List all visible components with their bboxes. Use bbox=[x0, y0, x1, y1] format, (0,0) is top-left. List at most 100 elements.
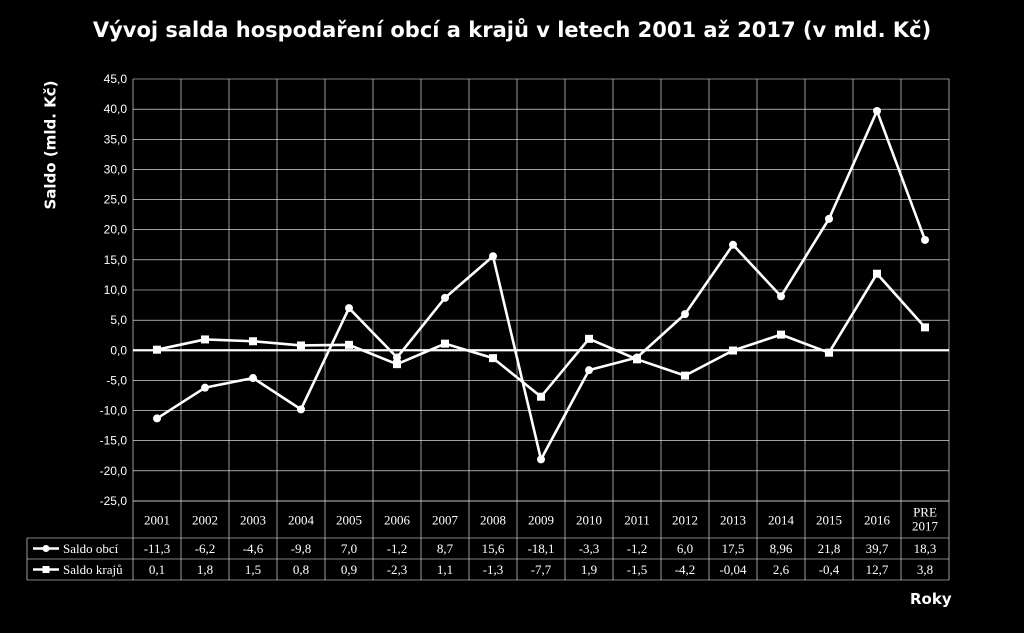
data-label-obce: 7,0 bbox=[341, 541, 357, 556]
data-label-obce: 6,0 bbox=[677, 541, 693, 556]
point-obce bbox=[729, 240, 737, 249]
legend-label-kraje: Saldo krajů bbox=[63, 562, 123, 577]
data-label-kraje: -0,04 bbox=[719, 562, 747, 577]
y-tick-label: -10,0 bbox=[100, 404, 128, 418]
y-tick-label: 20,0 bbox=[104, 223, 128, 237]
data-label-obce: 17,5 bbox=[722, 541, 745, 556]
point-kraje bbox=[297, 341, 305, 350]
point-kraje bbox=[633, 355, 641, 364]
point-kraje bbox=[825, 348, 833, 357]
data-label-kraje: -7,7 bbox=[531, 562, 552, 577]
point-kraje bbox=[489, 354, 497, 363]
point-kraje bbox=[873, 269, 881, 278]
y-tick-label: 0,0 bbox=[110, 343, 127, 357]
data-label-obce: -3,3 bbox=[579, 541, 600, 556]
x-tick-label: 2009 bbox=[528, 513, 554, 528]
x-tick-label: 2005 bbox=[336, 513, 362, 528]
data-label-obce: 21,8 bbox=[818, 541, 841, 556]
data-label-obce: -6,2 bbox=[195, 541, 216, 556]
x-tick-label: 2015 bbox=[816, 513, 842, 528]
point-kraje bbox=[153, 345, 161, 354]
point-obce bbox=[441, 293, 449, 302]
point-kraje bbox=[249, 337, 257, 346]
data-label-obce: 8,96 bbox=[770, 541, 793, 556]
data-label-kraje: -0,4 bbox=[819, 562, 840, 577]
x-tick-label: 2006 bbox=[384, 513, 411, 528]
point-obce bbox=[249, 374, 257, 383]
point-obce bbox=[297, 405, 305, 414]
data-label-kraje: 0,9 bbox=[341, 562, 357, 577]
point-kraje bbox=[201, 335, 209, 344]
point-obce bbox=[489, 252, 497, 261]
legend-label-obce: Saldo obcí bbox=[63, 541, 119, 556]
x-tick-label: 2016 bbox=[864, 513, 891, 528]
x-tick-label: 2003 bbox=[240, 513, 266, 528]
y-tick-label: -15,0 bbox=[100, 434, 128, 448]
y-tick-label: 10,0 bbox=[104, 283, 128, 297]
y-tick-label: 5,0 bbox=[110, 313, 127, 327]
data-label-kraje: 2,6 bbox=[773, 562, 790, 577]
series-line-obce bbox=[156, 109, 927, 461]
point-obce bbox=[345, 304, 353, 313]
data-label-kraje: 0,1 bbox=[149, 562, 165, 577]
data-label-obce: 15,6 bbox=[482, 541, 505, 556]
data-label-kraje: -1,3 bbox=[483, 562, 504, 577]
data-label-obce: -1,2 bbox=[387, 541, 408, 556]
x-tick-label: PRE 2017 bbox=[912, 505, 939, 534]
point-obce bbox=[201, 383, 209, 392]
y-tick-label: 40,0 bbox=[104, 102, 128, 116]
data-label-kraje: 12,7 bbox=[866, 562, 889, 577]
chart-title: Vývoj salda hospodaření obcí a krajů v l… bbox=[92, 18, 932, 42]
x-tick-label: 2010 bbox=[576, 513, 602, 528]
data-label-kraje: -4,2 bbox=[675, 562, 696, 577]
x-tick-label: 2014 bbox=[768, 513, 795, 528]
x-tick-label: 2008 bbox=[480, 513, 506, 528]
data-label-kraje: 0,8 bbox=[293, 562, 309, 577]
x-tick-label: 2007 bbox=[432, 513, 459, 528]
data-label-obce: -9,8 bbox=[291, 541, 312, 556]
legend-marker-kraje bbox=[42, 566, 50, 573]
x-tick-label: 2013 bbox=[720, 513, 746, 528]
y-tick-label: 35,0 bbox=[104, 132, 128, 146]
series-line-kraje bbox=[156, 272, 926, 399]
x-tick-label: 2004 bbox=[288, 513, 315, 528]
data-label-obce: -11,3 bbox=[144, 541, 171, 556]
data-label-obce: -1,2 bbox=[627, 541, 648, 556]
point-obce bbox=[681, 310, 689, 319]
point-obce bbox=[921, 235, 929, 244]
y-tick-label: 45,0 bbox=[104, 72, 128, 86]
y-tick-label: 15,0 bbox=[104, 253, 128, 267]
point-obce bbox=[537, 455, 545, 464]
data-label-kraje: 3,8 bbox=[917, 562, 933, 577]
y-tick-label: -20,0 bbox=[100, 464, 128, 478]
y-tick-label: 25,0 bbox=[104, 193, 128, 207]
legend-marker-obce bbox=[42, 545, 50, 552]
x-tick-label: 2011 bbox=[624, 513, 650, 528]
data-label-kraje: 1,1 bbox=[437, 562, 453, 577]
x-tick-label: 2001 bbox=[144, 513, 170, 528]
point-kraje bbox=[681, 371, 689, 380]
point-kraje bbox=[345, 340, 353, 349]
y-tick-label: -5,0 bbox=[106, 373, 127, 387]
y-tick-label: -25,0 bbox=[100, 494, 128, 508]
data-label-kraje: -1,5 bbox=[627, 562, 648, 577]
point-kraje bbox=[585, 334, 593, 343]
x-axis-label: Roky bbox=[910, 590, 952, 608]
data-label-obce: -4,6 bbox=[243, 541, 264, 556]
y-tick-label: 30,0 bbox=[104, 162, 128, 176]
x-tick-label: 2002 bbox=[192, 513, 218, 528]
point-obce bbox=[825, 214, 833, 223]
point-kraje bbox=[537, 392, 545, 401]
data-label-obce: 39,7 bbox=[866, 541, 889, 556]
point-obce bbox=[393, 353, 401, 362]
point-kraje bbox=[729, 346, 737, 355]
point-obce bbox=[153, 414, 161, 423]
x-tick-label: 2012 bbox=[672, 513, 698, 528]
point-kraje bbox=[777, 330, 785, 339]
point-obce bbox=[777, 292, 785, 301]
point-kraje bbox=[393, 360, 401, 369]
data-label-kraje: 1,8 bbox=[197, 562, 213, 577]
data-label-obce: -18,1 bbox=[527, 541, 554, 556]
data-label-kraje: 1,9 bbox=[581, 562, 597, 577]
